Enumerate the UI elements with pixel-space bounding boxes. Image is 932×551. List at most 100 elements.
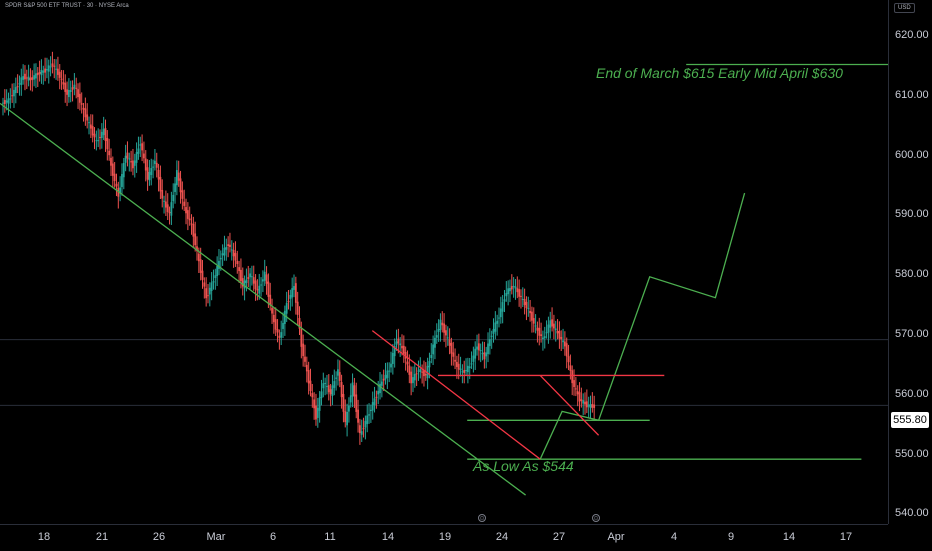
candle-body xyxy=(338,372,341,381)
candle-body xyxy=(210,282,213,291)
candle-body xyxy=(589,404,592,408)
candle-body xyxy=(188,218,191,221)
candle-body xyxy=(241,278,244,287)
candle-body xyxy=(492,328,495,334)
candle-body xyxy=(355,394,358,412)
candle-body xyxy=(358,425,361,434)
candle-body xyxy=(230,249,233,251)
candle-body xyxy=(476,346,478,350)
price-tick: 600.00 xyxy=(895,149,929,161)
event-marker-1[interactable]: ⊙ xyxy=(478,514,486,522)
candle-body xyxy=(260,284,262,286)
chart-area[interactable]: SPDR S&P 500 ETF TRUST · 30 · NYSE Arca … xyxy=(0,0,932,524)
candle-body xyxy=(11,95,14,97)
candle-body xyxy=(342,393,345,412)
candle-body xyxy=(283,310,286,324)
candle-body xyxy=(57,68,59,75)
candle-body xyxy=(245,279,248,284)
candle-body xyxy=(272,314,275,323)
candle-body xyxy=(582,400,585,404)
candle-body xyxy=(183,201,186,206)
candle-body xyxy=(532,318,535,324)
candle-body xyxy=(296,301,299,315)
candle-body xyxy=(457,363,460,370)
candle-body xyxy=(534,325,537,327)
candle-body xyxy=(261,279,264,282)
candle-body xyxy=(558,330,561,339)
candle-body xyxy=(569,365,572,371)
candle-body xyxy=(408,365,411,375)
candle-body xyxy=(115,183,118,187)
candle-body xyxy=(507,288,510,295)
candle-body xyxy=(247,277,250,279)
candle-body xyxy=(285,302,288,314)
candle-body xyxy=(468,366,471,369)
candle-body xyxy=(540,334,542,336)
currency-button[interactable]: USD xyxy=(894,3,915,13)
candle-body xyxy=(150,168,153,175)
candle-body xyxy=(388,370,391,372)
candle-body xyxy=(545,332,548,334)
candle-body xyxy=(86,114,89,121)
candle-body xyxy=(91,126,94,136)
candle-body xyxy=(512,285,515,288)
candle-body xyxy=(163,200,165,202)
low-price-note[interactable]: As Low As $544 xyxy=(473,458,574,474)
candle-body xyxy=(66,89,68,95)
candle-body xyxy=(53,65,56,67)
candle-body xyxy=(38,72,41,74)
candle-body xyxy=(450,342,453,354)
candle-body xyxy=(439,319,442,330)
candle-body xyxy=(333,381,336,388)
candle-body xyxy=(27,76,30,81)
candle-body xyxy=(16,86,19,88)
candle-body xyxy=(379,383,381,394)
green-trendline xyxy=(0,102,526,496)
candle-body xyxy=(371,402,374,411)
candle-body xyxy=(9,98,12,100)
candle-body xyxy=(207,295,209,297)
candle-body xyxy=(587,404,590,407)
last-price-label: 555.80 xyxy=(891,412,929,428)
candle-body xyxy=(573,380,575,388)
price-tick: 540.00 xyxy=(895,507,929,519)
candle-body xyxy=(415,373,418,375)
candle-body xyxy=(251,276,253,278)
candle-body xyxy=(18,83,21,85)
time-tick: 27 xyxy=(552,531,566,543)
candle-body xyxy=(276,328,279,333)
candle-body xyxy=(71,87,74,90)
candle-body xyxy=(252,277,255,284)
candle-body xyxy=(324,382,327,384)
candle-body xyxy=(78,93,81,103)
event-marker-2[interactable]: ⊙ xyxy=(592,514,600,522)
time-axis[interactable]: 18 21 26 Mar 6 11 14 19 24 27 Apr 4 9 14… xyxy=(0,524,888,551)
candle-body xyxy=(410,371,413,384)
candle-body xyxy=(452,352,455,357)
candle-body xyxy=(580,399,583,401)
candle-body xyxy=(327,385,330,393)
candle-body xyxy=(203,282,206,287)
candle-body xyxy=(351,382,354,397)
candle-body xyxy=(5,100,8,103)
candle-body xyxy=(2,102,4,104)
candle-body xyxy=(95,140,98,142)
candle-body xyxy=(221,253,224,256)
candle-body xyxy=(67,90,70,98)
candle-body xyxy=(401,345,403,349)
candle-body xyxy=(445,330,447,336)
candle-body xyxy=(293,286,295,290)
candle-body xyxy=(269,294,272,306)
candle-body xyxy=(503,299,506,302)
candle-body xyxy=(571,370,574,384)
candle-body xyxy=(547,324,550,333)
price-chart[interactable] xyxy=(0,0,932,524)
candle-body xyxy=(146,167,149,180)
candle-body xyxy=(216,266,219,277)
price-axis[interactable]: USD 620.00 610.00 600.00 590.00 580.00 5… xyxy=(888,0,932,524)
time-tick: 9 xyxy=(727,531,735,543)
candle-body xyxy=(505,292,508,297)
candle-body xyxy=(69,90,72,92)
candle-body xyxy=(99,136,101,139)
target-price-note[interactable]: End of March $615 Early Mid April $630 xyxy=(596,65,843,81)
